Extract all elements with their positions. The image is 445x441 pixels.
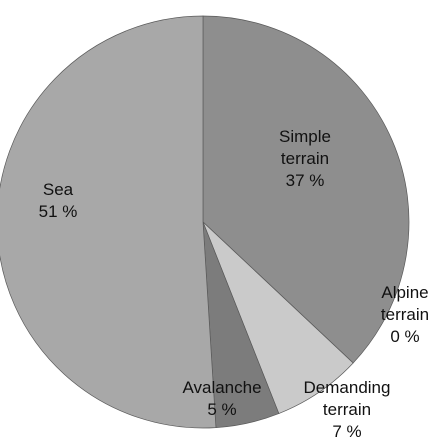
category-label-line: Alpine <box>381 283 428 302</box>
category-label-line: Demanding <box>304 378 391 397</box>
slice-label: Demanding terrain 7 % <box>304 378 391 441</box>
slice-label: Avalanche 5 % <box>182 378 261 419</box>
pie-slice <box>202 15 410 364</box>
category-label-line: Avalanche <box>182 378 261 397</box>
value-label: 7 % <box>332 422 361 441</box>
category-label: Sea <box>43 180 74 199</box>
slice-label: Simple terrain 37 % <box>279 127 331 190</box>
category-label-line: terrain <box>323 400 371 419</box>
category-label-line: terrain <box>281 149 329 168</box>
category-label: Avalanche <box>182 378 261 397</box>
category-label-line: terrain <box>381 305 429 324</box>
category-label: Demanding terrain <box>304 378 391 419</box>
pie-slice <box>0 15 217 429</box>
category-label: Simple terrain <box>279 127 331 168</box>
slice-label: Sea 51 % <box>39 180 78 221</box>
value-label: 37 % <box>286 171 325 190</box>
category-label-line: Sea <box>43 180 74 199</box>
slice-label: Alpine terrain 0 % <box>381 283 429 346</box>
value-label: 51 % <box>39 202 78 221</box>
value-label: 0 % <box>390 327 419 346</box>
category-label-line: Simple <box>279 127 331 146</box>
category-label: Alpine terrain <box>381 283 429 324</box>
value-label: 5 % <box>207 400 236 419</box>
